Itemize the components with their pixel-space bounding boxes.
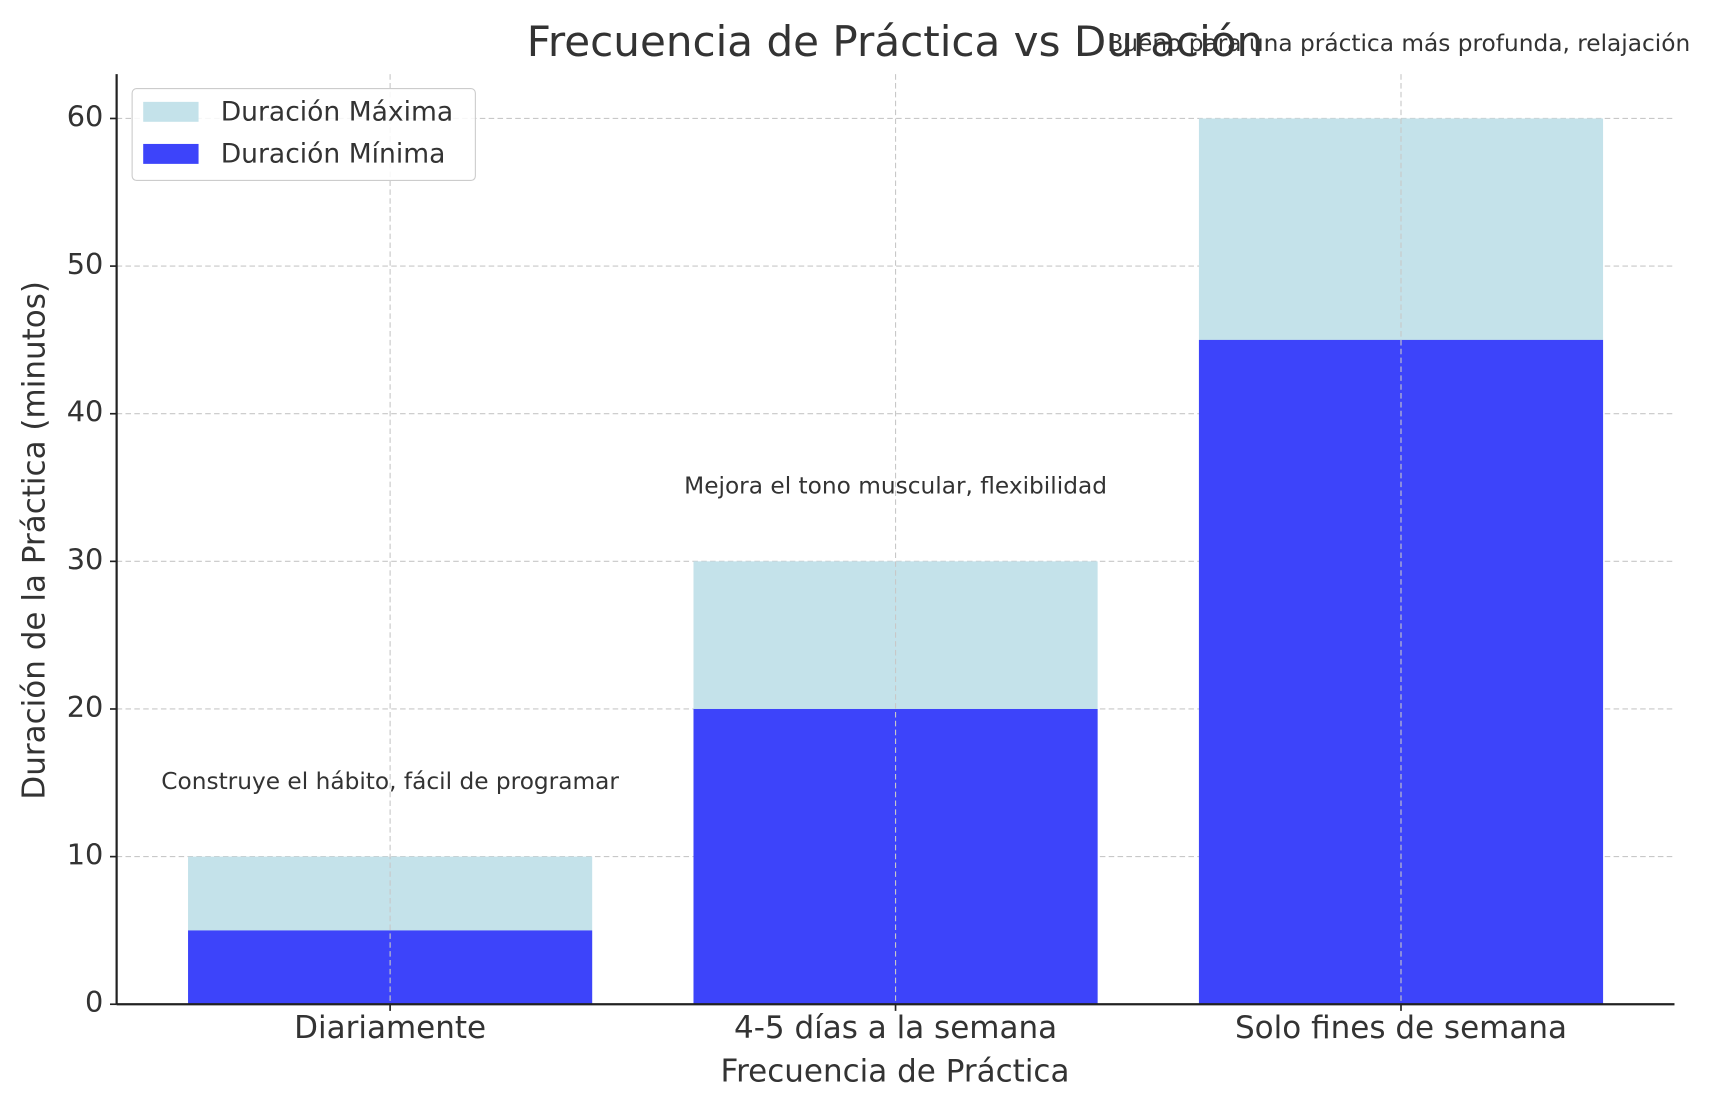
overlay: 0 10 20 30 40 50 60 Diariamente Construye el háb… xyxy=(67,30,1690,1046)
x-axis-label: Frecuencia de Práctica xyxy=(721,1053,1070,1089)
y-tick-label: 20 xyxy=(67,690,104,724)
x-tick-label: 4-5 días a la semana xyxy=(734,1010,1057,1046)
y-tick-label: 50 xyxy=(67,247,104,281)
chart-title: Frecuencia de Práctica vs Duración xyxy=(527,17,1263,66)
y-tick-label: 40 xyxy=(67,395,104,429)
y-tick-label: 30 xyxy=(67,542,104,576)
annotation: Construye el hábito, fácil de programar xyxy=(161,768,619,795)
legend-label: Duración Mínima xyxy=(221,139,446,170)
annotation: Bueno para una práctica más profunda, re… xyxy=(1107,30,1690,57)
legend-label: Duración Máxima xyxy=(221,96,453,127)
y-tick-label: 10 xyxy=(67,838,104,872)
x-tick-label: Solo fines de semana xyxy=(1235,1010,1567,1046)
legend-box xyxy=(131,88,476,182)
y-axis-label: Duración de la Práctica (minutos) xyxy=(16,281,52,800)
x-tick-label: Diariamente xyxy=(294,1010,486,1046)
bar xyxy=(188,930,593,1005)
y-tick-label: 0 xyxy=(85,985,103,1019)
annotation: Mejora el tono muscular, flexibilidad xyxy=(684,473,1107,500)
legend-swatch xyxy=(143,101,199,122)
legend-swatch xyxy=(143,143,199,164)
y-tick-label: 60 xyxy=(67,99,104,133)
